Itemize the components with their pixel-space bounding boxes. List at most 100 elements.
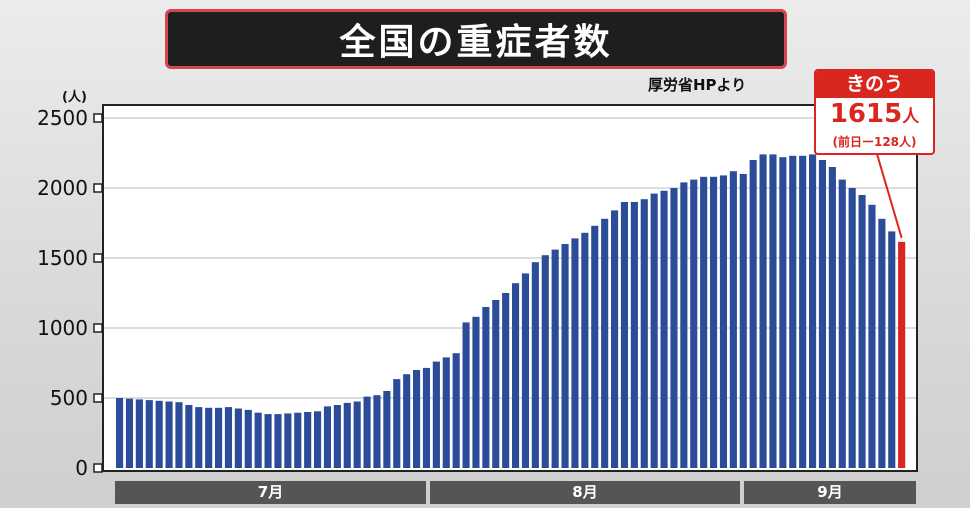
bar [591,225,599,468]
y-tick-label: 1000 [37,316,88,340]
bar [462,322,470,468]
y-axis-unit: (人) [62,89,87,105]
month-label-july: 7月 [115,481,426,504]
callout-header: きのう [816,71,933,98]
bar [422,367,431,468]
bar [878,218,886,468]
bar [383,391,391,468]
bar [809,154,817,468]
bar [125,398,134,468]
bar [323,406,332,468]
bar [482,307,490,468]
bar [373,395,381,468]
bar [452,353,460,468]
bar-chart [104,117,916,469]
bar [432,361,440,468]
bar [660,190,668,469]
bar [224,407,233,468]
bar [403,374,411,468]
title-banner: 全国の重症者数 [165,9,787,69]
bar [620,202,629,468]
bar [274,414,282,468]
y-tick-mark [93,463,103,473]
bar [145,400,153,468]
source-label: 厚労省HPより [648,76,747,94]
bar [175,402,183,468]
bar [512,283,520,468]
bar [650,193,658,468]
bar [799,155,807,469]
bar [719,175,728,468]
bar [353,401,361,468]
y-tick-label: 0 [75,456,88,480]
callout-pointer [876,153,903,239]
bar [215,407,223,468]
y-tick-mark [93,253,103,263]
bar [363,396,371,468]
bar [264,414,272,468]
bar [571,238,579,468]
bar [690,179,698,468]
bar [165,401,173,468]
bar [502,293,510,468]
y-tick-label: 500 [50,386,88,410]
bar [779,157,787,468]
bar [393,379,401,468]
bar [789,155,797,469]
callout-value-line: 1615人 [816,98,933,133]
plot-area [102,104,918,472]
bar [333,405,341,468]
bar [234,408,242,468]
y-tick-label: 2000 [37,176,88,200]
callout-unit: 人 [902,107,920,127]
bar [155,400,163,468]
bar [442,357,450,468]
bar [680,182,688,468]
bar [254,412,262,468]
bar [314,411,322,468]
bar [492,300,500,468]
bar [640,199,648,468]
bar [630,202,638,468]
bar [670,188,678,468]
y-tick-label: 1500 [37,246,88,270]
bar [838,179,846,468]
bar [888,231,896,468]
bar [769,154,777,468]
bar [700,176,708,469]
bar [551,249,559,468]
bar [710,176,718,469]
bar [116,398,124,468]
bar [828,167,836,468]
bar [611,210,619,468]
bar [531,262,539,468]
bar [284,413,292,468]
bar [581,232,589,468]
bar [135,399,143,468]
bar [304,412,312,468]
bar [413,370,421,468]
bar [185,405,193,468]
bar [541,255,549,468]
chart-title: 全国の重症者数 [339,22,613,63]
bar [561,244,569,468]
month-label-august: 8月 [430,481,740,504]
y-axis: (人) 0 500 1000 1500 2000 2500 [37,89,103,480]
bar [868,204,876,469]
bar-latest [898,241,906,468]
bar [195,407,203,468]
bar [244,409,252,468]
y-tick-mark [93,393,103,403]
bar [858,195,866,468]
bar [294,412,302,468]
y-tick-mark [93,113,103,123]
bar [343,402,351,468]
bar [472,316,480,468]
bar [521,273,530,468]
bar [818,160,827,468]
bar [729,171,737,468]
y-tick-label: 2500 [37,106,88,130]
latest-value-callout: きのう 1615人 (前日ー128人) [814,69,935,155]
month-label-september: 9月 [744,481,916,504]
bar [749,160,757,468]
